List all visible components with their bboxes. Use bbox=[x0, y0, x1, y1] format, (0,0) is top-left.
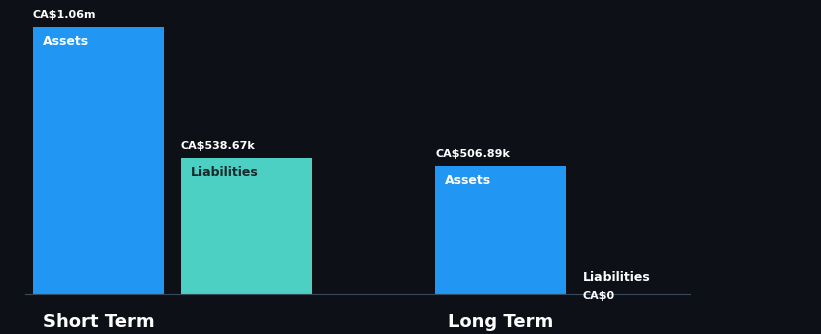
Text: Short Term: Short Term bbox=[43, 313, 154, 331]
Text: Liabilities: Liabilities bbox=[583, 271, 651, 284]
Text: CA$538.67k: CA$538.67k bbox=[181, 142, 255, 151]
Text: Liabilities: Liabilities bbox=[190, 166, 259, 179]
Text: CA$506.89k: CA$506.89k bbox=[435, 150, 510, 159]
FancyBboxPatch shape bbox=[435, 166, 566, 294]
Text: Assets: Assets bbox=[43, 35, 89, 48]
Text: CA$1.06m: CA$1.06m bbox=[33, 10, 96, 20]
FancyBboxPatch shape bbox=[181, 158, 312, 294]
Text: Assets: Assets bbox=[445, 174, 491, 187]
Text: CA$0: CA$0 bbox=[583, 291, 615, 301]
Text: Long Term: Long Term bbox=[448, 313, 553, 331]
FancyBboxPatch shape bbox=[33, 27, 164, 294]
